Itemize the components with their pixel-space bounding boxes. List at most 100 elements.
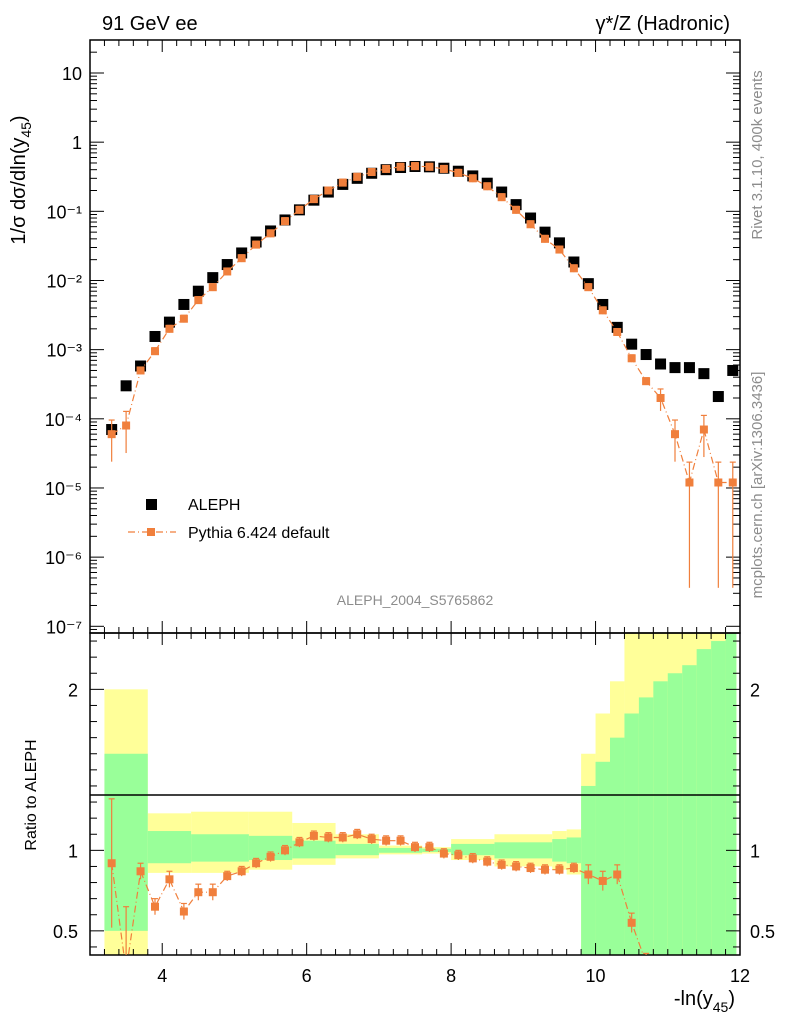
pythia-point: [439, 164, 448, 173]
y-tick-label: 10: [62, 64, 82, 84]
ratio-band-green: [696, 649, 712, 955]
aleph-point: [597, 298, 609, 310]
x-axis-label: -ln(y45): [674, 988, 735, 1015]
ratio-tick-label-right: 0.5: [750, 922, 775, 942]
ratio-band-green: [191, 834, 249, 862]
pythia-point: [382, 164, 391, 173]
pythia-point: [497, 193, 506, 202]
ratio-point: [353, 830, 362, 839]
aleph-point: [655, 358, 667, 370]
ratio-band-green: [335, 843, 379, 856]
side-label-rivet: Rivet 3.1.10, 400k events: [749, 70, 766, 239]
main-data: [106, 160, 739, 588]
aleph-point: [611, 321, 623, 333]
legend-label-aleph: ALEPH: [188, 497, 240, 514]
y-tick-label: 10⁻¹: [46, 202, 82, 222]
pythia-point: [151, 347, 159, 356]
pythia-point: [627, 354, 636, 363]
pythia-point: [656, 393, 665, 402]
pythia-point: [411, 162, 419, 171]
main-plot-frame: [89, 39, 741, 634]
ratio-band-green: [638, 697, 654, 955]
ratio-band-green: [378, 847, 423, 853]
ratio-band-green: [624, 713, 639, 955]
analysis-watermark: ALEPH_2004_S5765862: [337, 592, 494, 608]
pythia-point: [136, 366, 145, 375]
ratio-point: [295, 838, 304, 847]
pythia-point: [685, 478, 694, 487]
axes: 4 6 8 10 1210110⁻¹10⁻²10⁻³10⁻⁴10⁻⁵10⁻⁶10⁻⁷0.…: [45, 39, 775, 986]
pythia-point: [324, 186, 333, 195]
ratio-point: [396, 836, 405, 845]
y-tick-label: 10⁻⁴: [45, 410, 82, 430]
aleph-point: [163, 316, 175, 328]
pythia-point: [526, 220, 535, 229]
ratio-point: [367, 835, 376, 844]
aleph-point: [120, 380, 132, 392]
pythia-point: [584, 283, 593, 292]
ratio-band-green: [725, 633, 737, 955]
aleph-point: [510, 199, 522, 211]
pythia-point: [208, 283, 217, 292]
pythia-point: [122, 421, 131, 430]
ratio-point: [237, 867, 246, 876]
y-axis-label: 1/σ dσ/dln(y45): [8, 115, 34, 244]
ratio-point: [309, 831, 318, 840]
pythia-point: [194, 296, 203, 305]
ratio-band-green: [610, 737, 625, 955]
pythia-point: [454, 168, 463, 177]
ratio-band-green: [104, 753, 148, 931]
aleph-point: [221, 259, 233, 271]
aleph-point: [207, 272, 219, 284]
pythia-point: [541, 234, 549, 243]
ratio-point: [252, 859, 261, 868]
ratio-point: [324, 833, 333, 842]
pythia-line: [111, 165, 733, 485]
pythia-point: [555, 245, 564, 254]
ratio-tick-label-right: 2: [750, 680, 760, 700]
ratio-point: [613, 870, 622, 879]
pythia-point: [367, 168, 376, 177]
aleph-point: [525, 212, 537, 224]
pythia-point: [714, 478, 723, 487]
ratio-point: [223, 872, 232, 881]
aleph-point: [626, 338, 638, 350]
ratio-point: [208, 888, 217, 897]
side-label-mcplots: mcplots.cern.ch [arXiv:1306.3436]: [749, 372, 766, 599]
y-tick-label: 10⁻²: [46, 271, 82, 291]
aleph-point: [698, 368, 710, 380]
x-tick-label: 4: [157, 966, 167, 986]
pythia-point: [223, 267, 232, 276]
ratio-point: [512, 862, 521, 871]
ratio-bands: [104, 633, 737, 955]
ratio-tick-label-right: 1: [750, 841, 760, 861]
pythia-point: [266, 229, 275, 238]
pythia-point: [671, 430, 679, 439]
ratio-band-green: [147, 831, 192, 864]
pythia-point: [569, 264, 578, 273]
pythia-point: [237, 254, 246, 263]
ratio-tick-label: 2: [68, 680, 78, 700]
ratio-band-green: [494, 842, 553, 859]
ratio-band-green: [667, 673, 683, 955]
aleph-point: [669, 362, 681, 374]
ratio-point: [569, 864, 578, 873]
ratio-point: [627, 918, 636, 927]
y-tick-label: 10⁻⁶: [45, 548, 82, 568]
y-tick-label: 10⁻⁷: [46, 617, 82, 637]
aleph-point: [727, 364, 739, 376]
legend-marker-pythia: [147, 528, 155, 536]
x-tick-label: 10: [586, 966, 606, 986]
pythia-point: [468, 174, 477, 183]
ratio-tick-label: 0.5: [53, 922, 78, 942]
ratio-point: [107, 859, 116, 868]
aleph-point: [683, 362, 695, 374]
x-tick-label: 8: [446, 966, 456, 986]
ratio-point: [483, 857, 492, 866]
ratio-point: [598, 876, 607, 885]
ratio-point: [382, 836, 391, 845]
aleph-point: [568, 256, 580, 268]
legend: ALEPH Pythia 6.424 default: [128, 497, 330, 542]
chart-title-left: 91 GeV ee: [102, 13, 198, 35]
